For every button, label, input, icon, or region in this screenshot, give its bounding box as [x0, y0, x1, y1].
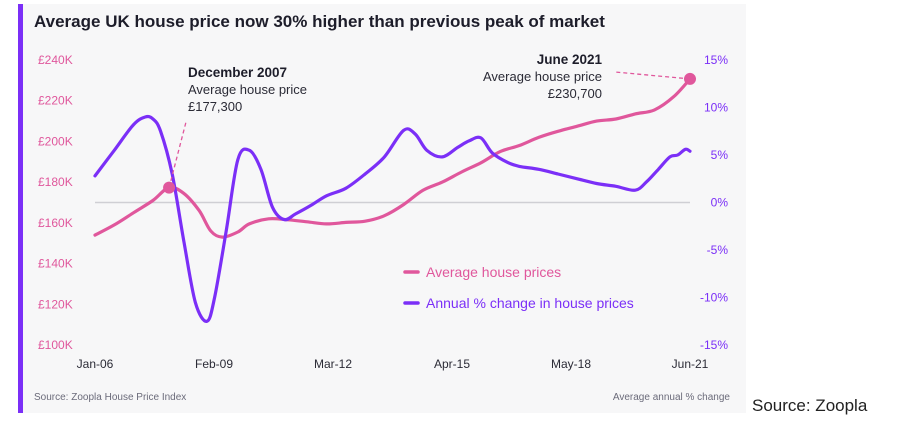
- legend-label: Annual % change in house prices: [426, 295, 634, 311]
- annotation-text-dec-2007: Average house price: [188, 82, 307, 97]
- x-tick-label: Apr-15: [434, 357, 470, 371]
- y-right-tick-label: 0%: [711, 196, 729, 210]
- y-right-tick-label: -10%: [700, 291, 728, 305]
- annotation-value-dec-2007: £177,300: [188, 99, 242, 114]
- x-tick-label: Jun-21: [672, 357, 709, 371]
- x-tick-label: May-18: [551, 357, 591, 371]
- y-right-tick-label: 15%: [704, 53, 728, 67]
- annotation-heading-jun-2021: June 2021: [537, 52, 603, 67]
- y-left-tick-label: £140K: [38, 257, 73, 271]
- accent-bar: [18, 4, 23, 413]
- x-tick-label: Jan-06: [77, 357, 114, 371]
- y-left-tick-label: £220K: [38, 94, 73, 108]
- y-right-tick-label: -5%: [707, 243, 729, 257]
- annotation-marker-jun-2021: [684, 72, 696, 85]
- y-left-tick-label: £240K: [38, 53, 73, 67]
- y-right-tick-label: 10%: [704, 101, 728, 115]
- y-left-tick-label: £200K: [38, 134, 73, 148]
- y-right-tick-label: 5%: [711, 148, 729, 162]
- y-left-tick-label: £160K: [38, 216, 73, 230]
- right-axis-note: Average annual % change: [612, 392, 730, 403]
- y-left-tick-label: £120K: [38, 297, 73, 311]
- y-right-tick-label: -15%: [700, 338, 728, 352]
- y-left-tick-label: £180K: [38, 175, 73, 189]
- annotation-marker-dec-2007: [163, 181, 176, 194]
- x-tick-label: Feb-09: [195, 357, 233, 371]
- annotation-heading-dec-2007: December 2007: [188, 65, 287, 80]
- annotation-text-jun-2021: Average house price: [483, 69, 602, 84]
- annotation-leader-dec-2007: [168, 121, 187, 188]
- annotation-value-jun-2021: £230,700: [548, 86, 602, 101]
- series-line-house-price: [93, 77, 692, 239]
- source-note: Source: Zoopla House Price Index: [34, 392, 187, 403]
- legend-label: Average house prices: [426, 264, 561, 280]
- chart-title: Average UK house price now 30% higher th…: [34, 12, 605, 31]
- annotation-leader-jun-2021: [614, 71, 691, 80]
- series-line-annual-change: [93, 114, 692, 323]
- y-left-tick-label: £100K: [38, 338, 73, 352]
- x-tick-label: Mar-12: [314, 357, 352, 371]
- outer-source-caption: Source: Zoopla: [752, 396, 868, 415]
